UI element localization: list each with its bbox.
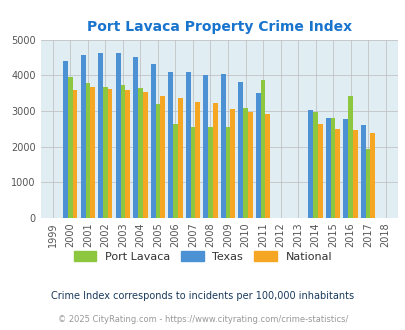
Bar: [190, 127, 195, 218]
Bar: [143, 92, 147, 218]
Bar: [225, 127, 230, 218]
Bar: [98, 53, 103, 218]
Bar: [155, 104, 160, 218]
Bar: [360, 125, 365, 218]
Bar: [115, 53, 120, 218]
Bar: [330, 118, 335, 218]
Bar: [177, 98, 182, 218]
Bar: [90, 87, 95, 218]
Bar: [103, 87, 107, 218]
Bar: [107, 89, 112, 218]
Bar: [195, 102, 200, 218]
Bar: [243, 108, 247, 218]
Bar: [265, 114, 269, 218]
Bar: [208, 127, 212, 218]
Bar: [120, 85, 125, 218]
Bar: [352, 130, 357, 218]
Bar: [312, 112, 317, 218]
Bar: [335, 129, 339, 218]
Bar: [343, 119, 347, 218]
Bar: [260, 80, 265, 218]
Bar: [168, 72, 173, 218]
Bar: [247, 112, 252, 218]
Bar: [133, 57, 138, 218]
Bar: [220, 74, 225, 218]
Bar: [185, 72, 190, 218]
Bar: [238, 82, 243, 218]
Text: Crime Index corresponds to incidents per 100,000 inhabitants: Crime Index corresponds to incidents per…: [51, 291, 354, 301]
Bar: [125, 90, 130, 218]
Legend: Port Lavaca, Texas, National: Port Lavaca, Texas, National: [69, 247, 336, 267]
Bar: [151, 64, 155, 218]
Bar: [138, 88, 143, 218]
Bar: [85, 83, 90, 218]
Bar: [325, 118, 330, 218]
Bar: [255, 93, 260, 218]
Title: Port Lavaca Property Crime Index: Port Lavaca Property Crime Index: [86, 20, 351, 34]
Bar: [63, 61, 68, 218]
Bar: [347, 96, 352, 218]
Bar: [160, 96, 164, 218]
Bar: [212, 103, 217, 218]
Bar: [230, 110, 234, 218]
Bar: [203, 75, 208, 218]
Bar: [308, 110, 312, 218]
Bar: [81, 55, 85, 218]
Text: © 2025 CityRating.com - https://www.cityrating.com/crime-statistics/: © 2025 CityRating.com - https://www.city…: [58, 315, 347, 324]
Bar: [68, 77, 72, 218]
Bar: [317, 124, 322, 218]
Bar: [369, 133, 374, 218]
Bar: [173, 124, 177, 218]
Bar: [72, 90, 77, 218]
Bar: [365, 148, 369, 218]
